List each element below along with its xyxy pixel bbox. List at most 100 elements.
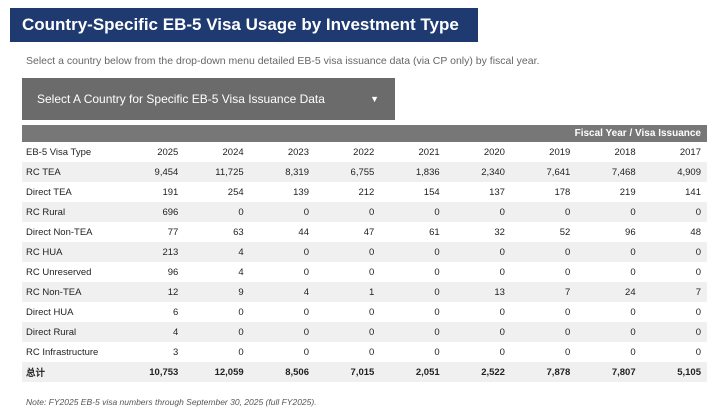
table-cell: 0 — [499, 246, 505, 258]
table-cell: 0 — [303, 266, 309, 278]
table-cell: 0 — [630, 246, 636, 258]
table-cell: 0 — [695, 206, 701, 218]
table-cell: Direct HUA — [26, 306, 74, 318]
table-cell: 0 — [238, 326, 244, 338]
table-cell: 44 — [298, 226, 309, 238]
table-cell: 5,105 — [677, 366, 701, 378]
table-cell: 2,051 — [415, 366, 440, 378]
table-cell: EB-5 Visa Type — [26, 146, 92, 158]
table-row: Direct TEA 191 254 139 212 154 137 178 219 141 — [22, 182, 707, 202]
table-cell: Direct Non-TEA — [26, 226, 93, 238]
dropdown-label: Select A Country for Specific EB-5 Visa … — [37, 92, 325, 106]
table-cell: 2018 — [614, 146, 636, 158]
table-cell: 4 — [238, 266, 244, 278]
table-cell: 7,641 — [546, 166, 571, 178]
table-cell: 178 — [554, 186, 571, 198]
table-cell: 0 — [369, 246, 375, 258]
table-cell: 0 — [695, 246, 701, 258]
visa-table: EB-5 Visa Type 2025 2024 2023 2022 2021 2020 20… — [22, 142, 707, 382]
table-cell: 9 — [238, 286, 244, 298]
table-cell: 0 — [565, 266, 571, 278]
table-cell: 7,807 — [611, 366, 636, 378]
table-cell: 0 — [565, 206, 571, 218]
table-cell: 2023 — [287, 146, 309, 158]
table-cell: 0 — [303, 326, 309, 338]
table-cell: 254 — [227, 186, 244, 198]
table-cell: 0 — [499, 326, 505, 338]
table-cell: 2,522 — [481, 366, 505, 378]
table-cell: 0 — [369, 346, 375, 358]
table-row: RC Unreserved 96 4 0 0 0 0 0 0 0 — [22, 262, 707, 282]
note: Note: FY2025 EB-5 visa numbers through S… — [26, 397, 317, 407]
table-cell: 2,340 — [481, 166, 505, 178]
table-cell: 0 — [369, 326, 375, 338]
table-cell: 0 — [238, 206, 244, 218]
table-cell: 0 — [303, 206, 309, 218]
table-cell: 0 — [238, 346, 244, 358]
table-cell: 8,506 — [285, 366, 309, 378]
table-cell: 0 — [434, 326, 440, 338]
table-cell: 212 — [358, 186, 375, 198]
table-cell: 2025 — [157, 146, 179, 158]
table-row: RC Rural 696 0 0 0 0 0 0 0 0 — [22, 202, 707, 222]
table-cell: 63 — [233, 226, 244, 238]
table-cell: 3 — [173, 346, 179, 358]
table-cell: 13 — [494, 286, 505, 298]
table-row: Direct Rural 4 0 0 0 0 0 0 0 0 — [22, 322, 707, 342]
table-cell: 0 — [499, 306, 505, 318]
table-cell: Direct Rural — [26, 326, 77, 338]
table-cell: 219 — [619, 186, 636, 198]
table-cell: 139 — [293, 186, 309, 198]
table-cell: 0 — [434, 206, 440, 218]
table-cell: 0 — [695, 266, 701, 278]
table-cell: 9,454 — [154, 166, 179, 178]
table-cell: 0 — [499, 206, 505, 218]
table-cell: 213 — [162, 246, 179, 258]
table-cell: 7 — [695, 286, 701, 298]
table-cell: 0 — [695, 326, 701, 338]
table-cell: 0 — [369, 306, 375, 318]
table-cell: 2024 — [222, 146, 244, 158]
table-cell: 2022 — [353, 146, 375, 158]
table-row: RC Infrastructure 3 0 0 0 0 0 0 0 0 — [22, 342, 707, 362]
table-cell: 191 — [162, 186, 179, 198]
table-row: Direct Non-TEA 77 63 44 47 61 32 52 96 48 — [22, 222, 707, 242]
table-row: Direct HUA 6 0 0 0 0 0 0 0 0 — [22, 302, 707, 322]
table-cell: 0 — [565, 306, 571, 318]
table-cell: 154 — [423, 186, 440, 198]
table-cell: 32 — [494, 226, 505, 238]
table-cell: 48 — [690, 226, 701, 238]
table-cell: 0 — [303, 246, 309, 258]
table-cell: RC Unreserved — [26, 266, 92, 278]
table-cell: RC TEA — [26, 166, 61, 178]
table-cell: 0 — [630, 306, 636, 318]
table-row: RC Non-TEA 12 9 4 1 0 13 7 24 7 — [22, 282, 707, 302]
table-cell: 8,319 — [285, 166, 309, 178]
table-cell: 0 — [695, 306, 701, 318]
table-cell: 12,059 — [214, 366, 244, 378]
table-cell: 0 — [434, 306, 440, 318]
table-cell: RC HUA — [26, 246, 63, 258]
subtitle: Select a country below from the drop-dow… — [26, 55, 540, 67]
table-cell: 0 — [499, 346, 505, 358]
table-cell: 696 — [162, 206, 179, 218]
table-cell: 0 — [434, 246, 440, 258]
table-cell: 0 — [565, 346, 571, 358]
table-cell: 0 — [565, 326, 571, 338]
table-cell: RC Infrastructure — [26, 346, 99, 358]
table-row: EB-5 Visa Type 2025 2024 2023 2022 2021 2020 20… — [22, 142, 707, 162]
table-row: RC HUA 213 4 0 0 0 0 0 0 0 — [22, 242, 707, 262]
table-cell: 47 — [363, 226, 375, 238]
table-cell: 137 — [489, 186, 505, 198]
table-cell: 7 — [565, 286, 571, 298]
table-cell: 10,753 — [149, 366, 179, 378]
dropdown-caret: ▼ — [370, 94, 379, 104]
table-cell: 0 — [499, 266, 505, 278]
table-row: 总计 10,753 12,059 8,506 7,015 2,051 2,522 7,878 7… — [22, 362, 707, 382]
table-cell: 7,015 — [350, 366, 375, 378]
country-dropdown[interactable]: Select A Country for Specific EB-5 Visa … — [22, 78, 395, 120]
table-cell: 52 — [559, 226, 571, 238]
table-caption: Fiscal Year / Visa Issuance — [22, 125, 707, 142]
table-cell: 0 — [630, 266, 636, 278]
